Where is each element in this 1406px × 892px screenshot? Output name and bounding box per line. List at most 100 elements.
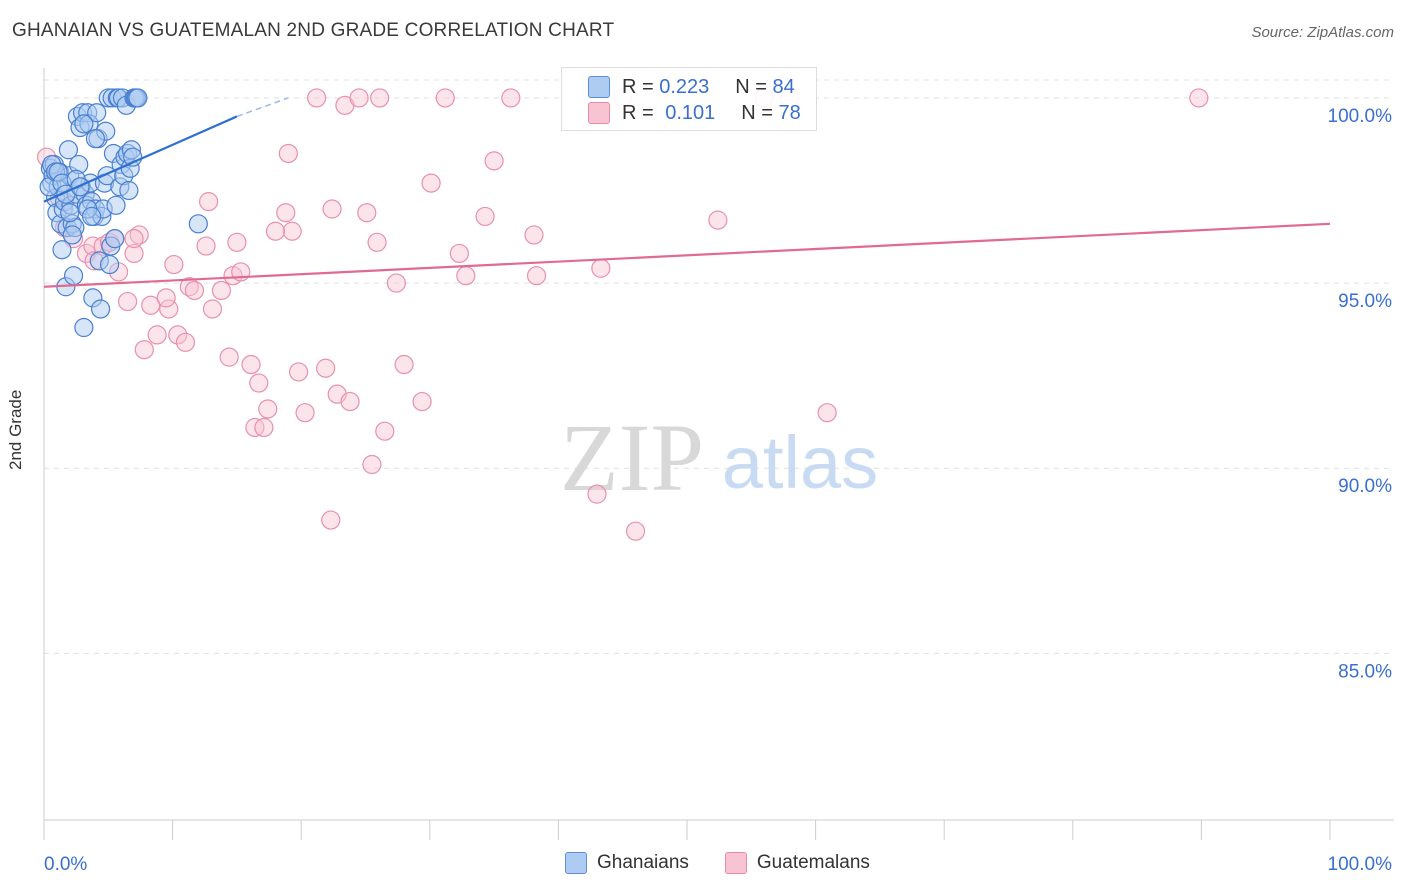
data-point-ghanaians xyxy=(105,229,125,249)
legend-row-guatemalans: R = 0.101 N = 78 xyxy=(588,101,801,125)
data-point-guatemalans xyxy=(278,143,298,164)
data-point-guatemalans xyxy=(412,391,432,412)
legend-swatch-pink xyxy=(724,852,747,874)
legend-r-label: R = xyxy=(622,101,654,124)
data-point-guatemalans xyxy=(164,254,184,275)
data-point-guatemalans xyxy=(199,192,219,212)
legend-swatch-blue xyxy=(588,76,610,98)
data-point-guatemalans xyxy=(370,88,390,108)
legend-swatch-pink xyxy=(588,102,610,124)
legend-swatch-blue xyxy=(565,852,587,874)
data-point-guatemalans xyxy=(117,291,138,312)
legend-n-label: N = xyxy=(741,101,773,124)
data-point-guatemalans xyxy=(156,288,176,308)
data-point-ghanaians xyxy=(99,254,120,275)
data-point-guatemalans xyxy=(591,258,611,278)
trend-lines xyxy=(43,97,1331,288)
y-axis-label: 2nd Grade xyxy=(6,389,25,470)
axes xyxy=(43,68,1394,840)
data-point-guatemalans xyxy=(421,173,441,193)
series-legend: Ghanaians Guatemalans xyxy=(565,852,906,874)
watermark-zip: ZIP xyxy=(560,404,704,511)
legend-n-value: 78 xyxy=(778,101,801,124)
data-point-guatemalans xyxy=(362,454,382,475)
data-point-guatemalans xyxy=(307,88,327,108)
data-point-guatemalans xyxy=(295,403,315,423)
data-point-guatemalans xyxy=(219,347,239,367)
data-point-guatemalans xyxy=(265,221,286,241)
data-point-guatemalans xyxy=(141,295,161,315)
data-point-guatemalans xyxy=(227,232,247,252)
data-point-guatemalans xyxy=(375,421,395,441)
data-point-guatemalans xyxy=(211,280,232,301)
data-point-guatemalans xyxy=(159,299,179,319)
data-point-ghanaians xyxy=(123,147,143,167)
legend-r-value: 0.223 xyxy=(659,75,710,98)
data-point-ghanaians xyxy=(63,266,84,286)
data-point-guatemalans xyxy=(249,373,269,393)
data-point-guatemalans xyxy=(184,280,205,301)
data-point-guatemalans xyxy=(258,399,278,419)
trend-extension-ghanaians xyxy=(236,97,289,118)
data-point-guatemalans xyxy=(282,221,302,241)
data-point-guatemalans xyxy=(134,340,154,360)
y-tick-label: 90.0% xyxy=(1338,476,1392,497)
data-point-ghanaians xyxy=(119,180,139,201)
data-point-guatemalans xyxy=(289,362,309,382)
data-point-guatemalans xyxy=(367,232,387,252)
data-point-ghanaians xyxy=(81,206,102,227)
tick-labels: 85.0% 90.0% 95.0% 100.0% 0.0% 100.0% xyxy=(44,106,1392,875)
data-point-guatemalans xyxy=(147,325,167,345)
data-point-ghanaians xyxy=(60,203,80,223)
data-point-guatemalans xyxy=(625,521,646,541)
y-tick-label: 100.0% xyxy=(1328,106,1393,127)
legend-label-guatemalans: Guatemalans xyxy=(756,852,870,873)
data-point-ghanaians xyxy=(74,317,94,338)
legend-label-ghanaians: Ghanaians xyxy=(597,852,689,873)
data-point-guatemalans xyxy=(124,229,144,249)
chart-title: GHANAIAN VS GUATEMALAN 2ND GRADE CORRELA… xyxy=(12,20,615,41)
data-point-guatemalans xyxy=(524,225,544,245)
data-point-guatemalans xyxy=(129,225,149,245)
data-point-guatemalans xyxy=(526,266,547,286)
correlation-legend: R = 0.223 N = 84 R = 0.101 N = 78 xyxy=(561,67,817,131)
legend-r-label: R = xyxy=(622,75,654,98)
data-point-guatemalans xyxy=(241,354,261,375)
data-point-ghanaians xyxy=(90,299,111,319)
legend-row-ghanaians: R = 0.223 N = 84 xyxy=(588,75,795,99)
series-ghanaians xyxy=(39,88,208,338)
data-point-guatemalans xyxy=(435,88,455,108)
data-point-guatemalans xyxy=(501,88,521,108)
legend-item-guatemalans: Guatemalans xyxy=(724,852,870,874)
data-point-ghanaians xyxy=(74,114,94,134)
data-point-guatemalans xyxy=(456,266,476,286)
data-point-guatemalans xyxy=(202,299,223,319)
data-point-ghanaians xyxy=(52,240,72,260)
y-tick-label: 85.0% xyxy=(1338,661,1392,682)
data-point-guatemalans xyxy=(386,273,406,293)
legend-n-value: 84 xyxy=(772,75,795,98)
data-point-ghanaians xyxy=(128,88,148,108)
data-point-guatemalans xyxy=(254,417,274,438)
data-point-guatemalans xyxy=(124,243,144,264)
data-point-guatemalans xyxy=(179,277,199,297)
watermark-atlas: atlas xyxy=(722,421,878,504)
data-point-ghanaians xyxy=(188,214,208,234)
data-point-ghanaians xyxy=(62,225,82,245)
data-point-guatemalans xyxy=(276,203,296,223)
x-tick-label: 100.0% xyxy=(1328,854,1393,875)
data-point-guatemalans xyxy=(394,354,414,375)
data-point-guatemalans xyxy=(316,358,336,378)
data-point-guatemalans xyxy=(708,210,728,230)
x-tick-label: 0.0% xyxy=(44,854,87,875)
data-point-ghanaians xyxy=(85,129,106,149)
data-point-guatemalans xyxy=(475,206,495,227)
data-point-guatemalans xyxy=(1189,88,1209,108)
data-point-guatemalans xyxy=(175,332,196,352)
trend-line-ghanaians xyxy=(43,115,238,203)
data-point-guatemalans xyxy=(587,484,607,504)
data-point-ghanaians xyxy=(106,195,126,215)
data-point-guatemalans xyxy=(357,203,377,223)
data-point-ghanaians xyxy=(58,140,79,160)
